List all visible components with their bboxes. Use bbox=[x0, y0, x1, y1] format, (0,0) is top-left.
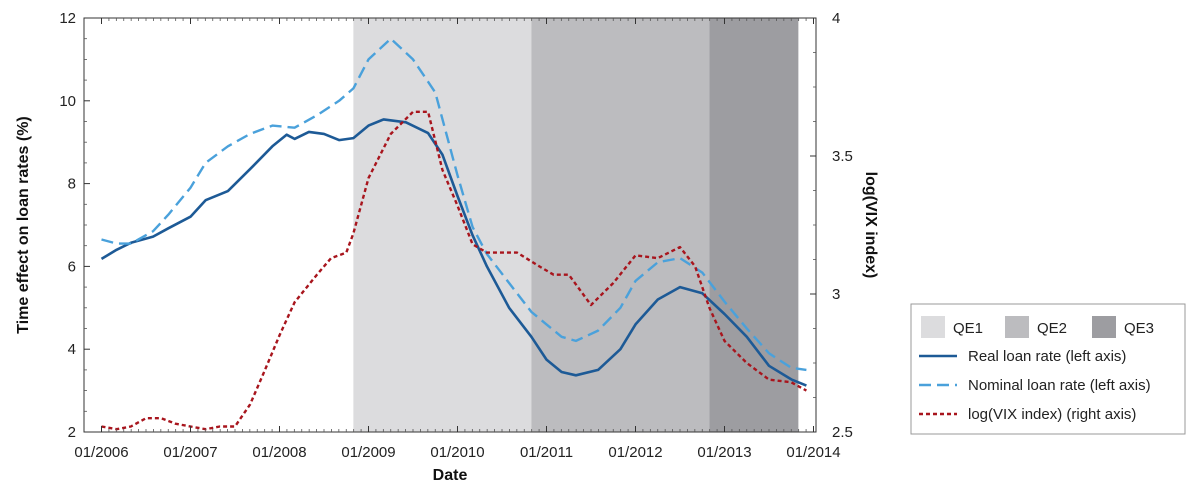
legend-swatch-qe2 bbox=[1005, 316, 1029, 338]
legend-label-series-2: Nominal loan rate (left axis) bbox=[968, 377, 1151, 394]
x-tick-label: 01/2006 bbox=[74, 444, 128, 461]
legend-swatch-qe3 bbox=[1092, 316, 1116, 338]
y-right-tick-label: 2.5 bbox=[832, 424, 853, 441]
y-left-tick-label: 8 bbox=[68, 176, 76, 193]
y-right-axis-ticks: 2.5 3 3.5 4 bbox=[810, 10, 853, 441]
legend: QE1 QE2 QE3 Real loan rate (left axis) Nomin… bbox=[910, 303, 1186, 435]
y-left-tick-label: 10 bbox=[59, 93, 76, 110]
y-left-tick-label: 6 bbox=[68, 258, 76, 275]
legend-label-qe1: QE1 bbox=[953, 320, 983, 337]
shade-qe1 bbox=[353, 18, 532, 432]
legend-label-qe2: QE2 bbox=[1037, 320, 1067, 337]
qe-shaded-periods bbox=[353, 18, 799, 432]
legend-label-qe3: QE3 bbox=[1124, 320, 1154, 337]
series-line-3 bbox=[101, 110, 807, 431]
legend-swatch-qe1 bbox=[921, 316, 945, 338]
x-tick-label: 01/2013 bbox=[697, 444, 751, 461]
x-axis-title: Date bbox=[433, 467, 468, 484]
y-right-tick-label: 3 bbox=[832, 286, 840, 303]
series-line-2 bbox=[101, 37, 807, 372]
y-right-axis-title: log(VIX index) bbox=[862, 172, 879, 279]
x-tick-label: 01/2012 bbox=[608, 444, 662, 461]
legend-label-series-3: log(VIX index) (right axis) bbox=[968, 406, 1136, 423]
x-tick-label: 01/2008 bbox=[252, 444, 306, 461]
y-right-tick-label: 3.5 bbox=[832, 148, 853, 165]
x-tick-label: 01/2010 bbox=[430, 444, 484, 461]
y-left-tick-label: 4 bbox=[68, 341, 76, 358]
y-left-tick-label: 2 bbox=[68, 424, 76, 441]
y-left-tick-label: 12 bbox=[59, 10, 76, 27]
x-tick-label: 01/2011 bbox=[520, 444, 573, 461]
x-tick-label: 01/2014 bbox=[786, 444, 840, 461]
y-left-axis-ticks: 2 4 6 8 10 12 bbox=[59, 10, 90, 441]
legend-label-series-1: Real loan rate (left axis) bbox=[968, 348, 1126, 365]
x-tick-label: 01/2009 bbox=[341, 444, 395, 461]
y-left-axis-title: Time effect on loan rates (%) bbox=[15, 116, 32, 334]
shade-qe3 bbox=[709, 18, 799, 432]
legend-box bbox=[910, 303, 1186, 435]
x-tick-label: 01/2007 bbox=[163, 444, 217, 461]
series-lines bbox=[100, 37, 807, 431]
shade-qe2 bbox=[531, 18, 710, 432]
x-axis-ticks: 01/2006 01/2007 01/2008 01/2009 01/2010 01/20… bbox=[74, 18, 841, 461]
y-right-tick-label: 4 bbox=[832, 10, 840, 27]
